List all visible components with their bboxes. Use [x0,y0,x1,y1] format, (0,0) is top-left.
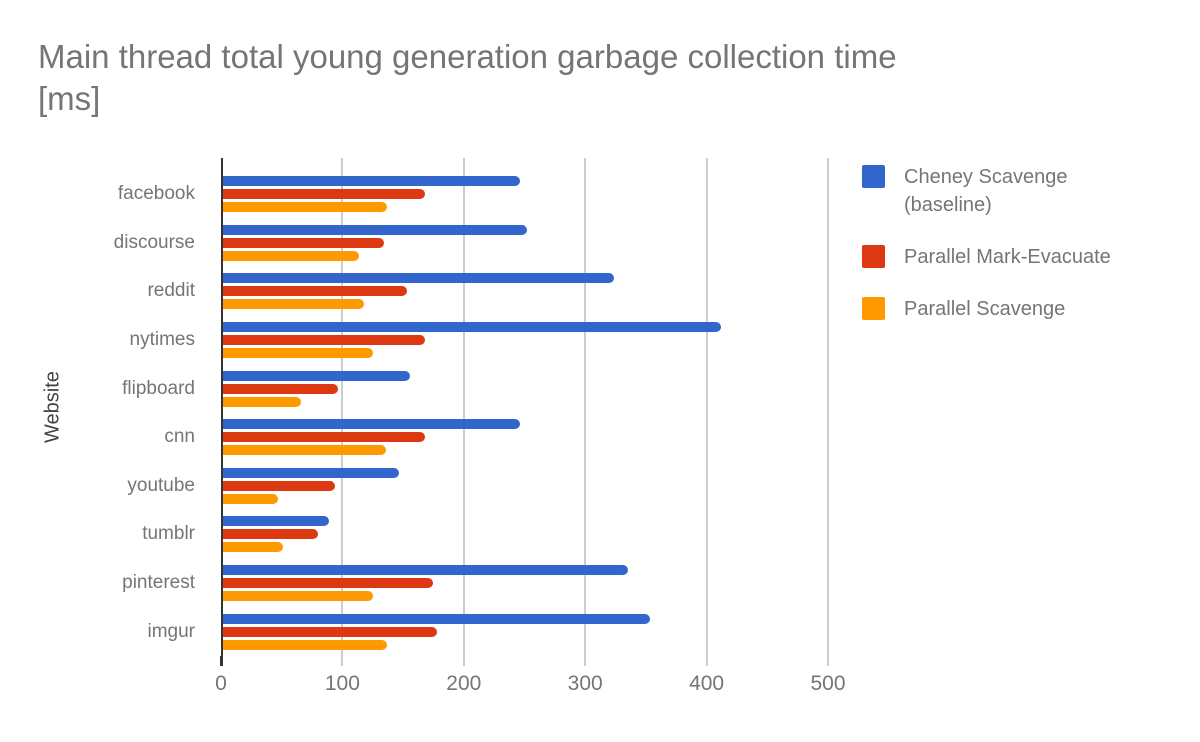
category-label-reddit: reddit [147,280,195,302]
category-label-tumblr: tumblr [142,523,195,545]
y-axis-line [221,158,223,666]
legend-label-parallel-scavenge: Parallel Scavenge [904,298,1066,320]
bar-cnn-parallel-scavenge [221,445,387,456]
bar-youtube-cheney-scavenge-baseline [221,467,400,478]
bar-nytimes-cheney-scavenge-baseline [221,322,722,333]
bar-imgur-cheney-scavenge-baseline [221,613,650,624]
category-label-cnn: cnn [164,426,195,448]
bar-group-nytimes [221,316,828,365]
category-label-pinterest: pinterest [122,572,195,594]
x-tick-400 [705,656,708,666]
category-axis-labels: facebook discourse reddit nytimes flipboard c… [0,170,208,656]
bar-group-facebook [221,170,828,219]
bar-flipboard-parallel-scavenge [221,396,302,407]
x-tick-label-500: 500 [810,672,846,695]
x-tick-label-100: 100 [324,672,360,695]
bar-nytimes-parallel-scavenge [221,348,373,359]
legend-label-parallel-mark-evacuate: Parallel Mark-Evacuate [904,246,1111,268]
bar-reddit-parallel-mark-evacuate [221,286,407,297]
gridline-200 [462,158,465,656]
category-label-facebook: facebook [117,183,195,205]
chart-title: Main thread total young generation garba… [38,38,897,117]
bar-group-flipboard [221,364,828,413]
x-tick-200 [462,656,465,666]
bar-discourse-parallel-scavenge [221,250,360,261]
legend-item-parallel-mark-evacuate: Parallel Mark-Evacuate [862,243,1122,271]
bar-pinterest-parallel-scavenge [221,591,373,602]
bar-group-imgur [221,607,828,656]
category-label-imgur: imgur [147,620,195,642]
x-tick-label-400: 400 [689,672,725,695]
bar-group-youtube [221,462,828,511]
x-tick-500 [827,656,829,666]
bar-reddit-parallel-scavenge [221,299,365,310]
category-label-nytimes: nytimes [129,329,195,351]
bar-reddit-cheney-scavenge-baseline [221,273,615,284]
bar-youtube-parallel-scavenge [221,493,279,504]
bar-group-cnn [221,413,828,462]
bar-tumblr-parallel-scavenge [221,542,283,553]
legend-swatch-parallel-mark-evacuate [862,245,885,268]
bar-group-tumblr [221,510,828,559]
bar-group-pinterest [221,559,828,608]
x-tick-label-0: 0 [215,672,227,695]
bar-cnn-cheney-scavenge-baseline [221,419,520,430]
bar-group-discourse [221,219,828,268]
bar-imgur-parallel-mark-evacuate [221,626,438,637]
plot-area [221,158,829,666]
bar-tumblr-cheney-scavenge-baseline [221,516,330,527]
category-label-discourse: discourse [113,231,195,253]
legend-swatch-parallel-scavenge [862,297,885,320]
legend-item-cheney-scavenge-baseline: Cheney Scavenge (baseline) [862,163,1122,219]
gridline-400 [705,158,708,656]
bar-facebook-cheney-scavenge-baseline [221,176,520,187]
legend-swatch-cheney-scavenge-baseline [862,165,885,188]
bar-rows [221,170,828,656]
bar-discourse-cheney-scavenge-baseline [221,224,527,235]
legend-label-cheney-scavenge-baseline: Cheney Scavenge (baseline) [904,166,1068,216]
bar-imgur-parallel-scavenge [221,639,388,650]
x-tick-100 [341,656,344,666]
bar-pinterest-cheney-scavenge-baseline [221,565,628,576]
bar-discourse-parallel-mark-evacuate [221,237,384,248]
x-tick-label-200: 200 [446,672,482,695]
bar-flipboard-cheney-scavenge-baseline [221,370,411,381]
category-label-youtube: youtube [127,474,195,496]
bar-nytimes-parallel-mark-evacuate [221,335,425,346]
bar-facebook-parallel-scavenge [221,202,388,213]
bar-tumblr-parallel-mark-evacuate [221,529,319,540]
gridline-300 [584,158,587,656]
category-label-flipboard: flipboard [122,377,195,399]
x-tick-300 [584,656,587,666]
bar-flipboard-parallel-mark-evacuate [221,383,338,394]
gridline-500 [827,158,829,656]
bar-facebook-parallel-mark-evacuate [221,189,425,200]
bar-pinterest-parallel-mark-evacuate [221,578,434,589]
bar-group-reddit [221,267,828,316]
legend-item-parallel-scavenge: Parallel Scavenge [862,295,1122,323]
gridline-100 [341,158,344,656]
x-tick-label-300: 300 [567,672,603,695]
legend: Cheney Scavenge (baseline) Parallel Mark-… [862,163,1122,323]
bar-youtube-parallel-mark-evacuate [221,480,336,491]
bar-cnn-parallel-mark-evacuate [221,432,425,443]
